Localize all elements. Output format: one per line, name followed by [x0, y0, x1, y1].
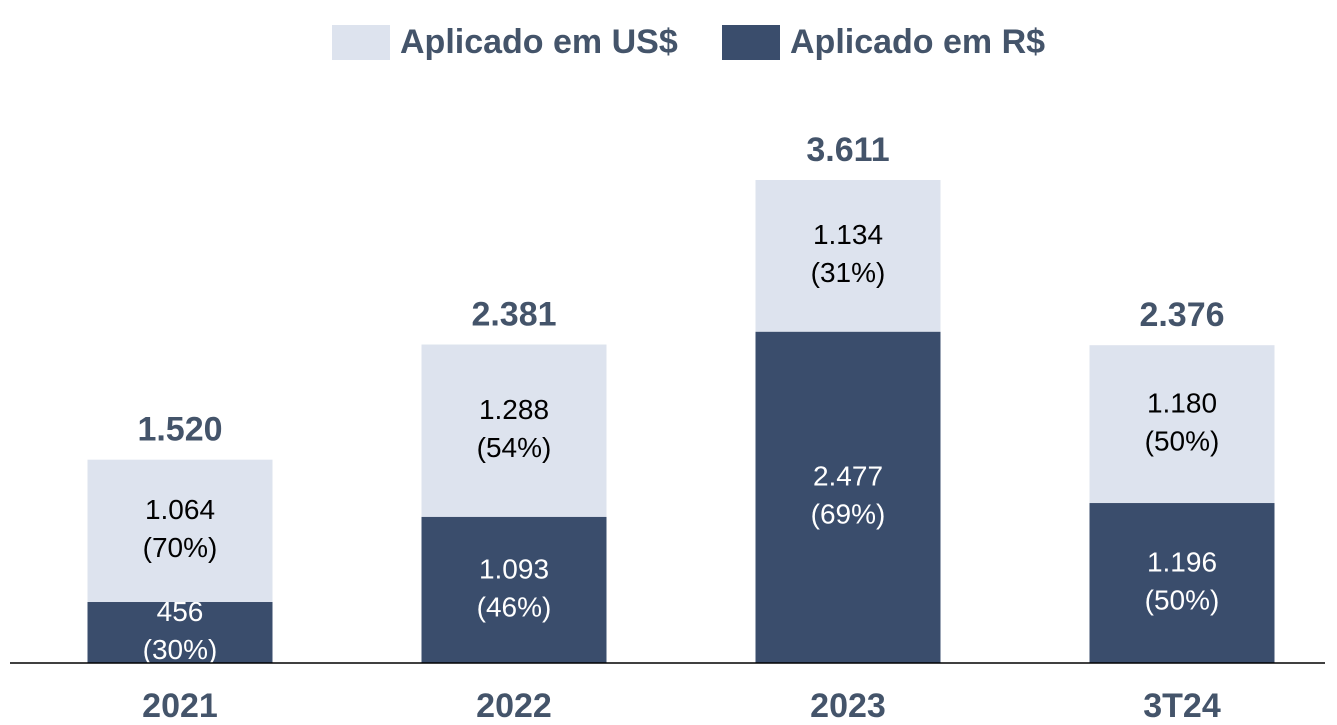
share-label: (50%) [1145, 425, 1220, 456]
share-label: (30%) [143, 634, 218, 665]
value-label: 1.288 [479, 394, 549, 425]
share-label: (50%) [1145, 584, 1220, 615]
share-label: (69%) [811, 499, 886, 530]
x-tick-label: 2023 [810, 687, 886, 725]
x-tick-label: 2021 [142, 687, 218, 725]
legend-swatch [722, 25, 780, 60]
share-label: (46%) [477, 591, 552, 622]
legend-label: Aplicado em US$ [400, 23, 678, 61]
bar-segment [1089, 503, 1275, 663]
share-label: (31%) [811, 257, 886, 288]
value-label: 1.134 [813, 219, 883, 250]
total-label: 2.381 [471, 296, 556, 334]
value-label: 1.093 [479, 553, 549, 584]
x-tick-label: 2022 [476, 687, 552, 725]
legend-swatch [332, 25, 390, 60]
value-label: 1.064 [145, 494, 215, 525]
bar-segment [421, 344, 607, 517]
bar-segment [421, 516, 607, 663]
bar-segment [87, 459, 273, 603]
bar-segment [755, 180, 941, 332]
total-label: 3.611 [806, 131, 889, 169]
legend-label: Aplicado em R$ [790, 23, 1045, 61]
share-label: (70%) [143, 532, 218, 563]
total-label: 1.520 [137, 411, 222, 449]
share-label: (54%) [477, 432, 552, 463]
value-label: 1.196 [1147, 546, 1217, 577]
bar-segment [1089, 345, 1275, 504]
x-tick-label: 3T24 [1143, 687, 1221, 725]
value-label: 1.180 [1147, 387, 1217, 418]
bar-segment [755, 331, 941, 663]
total-label: 2.376 [1139, 296, 1224, 334]
value-label: 2.477 [813, 461, 883, 492]
bar-segment [87, 602, 273, 663]
